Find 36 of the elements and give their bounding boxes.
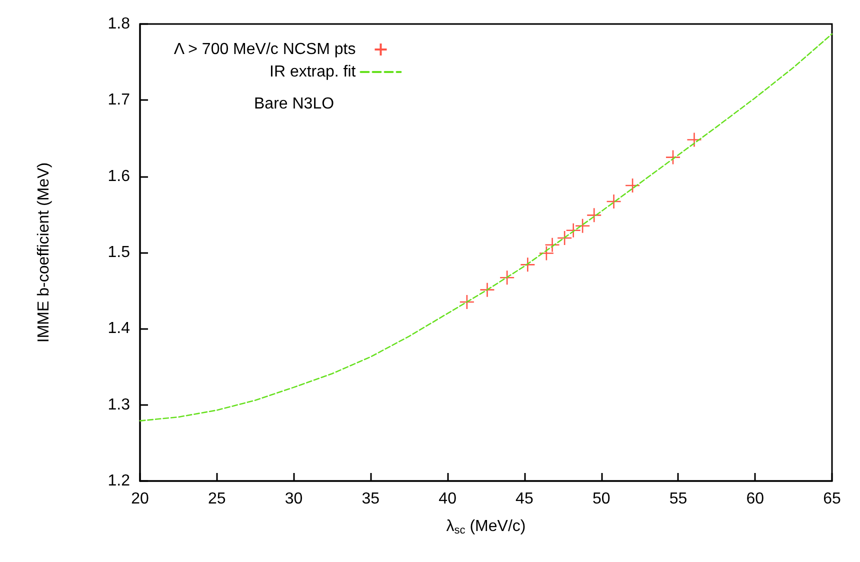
y-axis-title: IMME b-coefficient (MeV) (36, 162, 52, 343)
y-tick-label: 1.5 (108, 244, 130, 261)
point (606, 194, 622, 210)
x-tick-label: 65 (823, 490, 841, 508)
legend-label: Λ > 700 MeV/c NCSM pts (174, 41, 356, 58)
x-tick-label: 55 (669, 490, 688, 508)
x-tick-label: 40 (438, 490, 457, 508)
point (480, 282, 495, 298)
y-tick-label: 1.7 (108, 92, 130, 109)
y-tick-label: 1.6 (108, 168, 130, 185)
point (665, 150, 681, 165)
point (556, 230, 572, 246)
point (520, 257, 536, 272)
point (538, 246, 554, 261)
x-tick-label: 30 (284, 490, 303, 508)
point (624, 178, 640, 194)
x-tick-label: 45 (516, 490, 534, 508)
x-tick-label: 20 (131, 490, 149, 508)
x-tick-label: 50 (592, 490, 610, 508)
point (566, 222, 581, 238)
y-tick-label: 1.4 (108, 320, 130, 338)
point (686, 132, 702, 148)
point (459, 294, 475, 310)
point (544, 237, 560, 253)
legend-label: IR extrap. fit (270, 64, 356, 80)
line-series (139, 33, 833, 422)
y-tick-label: 1.8 (108, 16, 130, 32)
point (499, 270, 515, 286)
point (574, 218, 590, 234)
y-tick-label: 1.3 (108, 396, 130, 414)
x-tick-label: 35 (362, 490, 380, 508)
annotation: Bare N3LO (254, 96, 334, 112)
x-tick-label: 60 (746, 490, 764, 508)
point (586, 208, 602, 223)
y-tick-label: 1.2 (108, 472, 130, 490)
x-tick-label: 25 (208, 490, 226, 508)
